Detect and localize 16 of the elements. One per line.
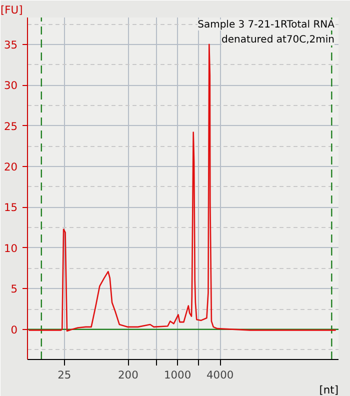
- text: denatured at70C,2min: [222, 34, 335, 46]
- y-tick-label: 25: [4, 120, 18, 133]
- y-tick-label: 10: [4, 242, 18, 255]
- x-axis-title: [nt]: [319, 384, 339, 396]
- y-tick-label: 30: [4, 79, 18, 92]
- x-tick-label: 4000: [206, 368, 234, 382]
- y-tick-label: 5: [10, 282, 18, 296]
- x-tick-label: 200: [118, 368, 139, 382]
- y-tick-label: 15: [4, 201, 18, 214]
- x-tick-label: 1000: [164, 368, 192, 382]
- y-tick-label: 0: [10, 323, 18, 336]
- y-tick-label: 35: [4, 38, 18, 52]
- x-tick-label: 25: [58, 368, 72, 382]
- chart-title: Sample 3 7-21-1RTotal RNA: [198, 20, 335, 30]
- y-axis-title: [FU]: [0, 4, 23, 16]
- y-tick-label: 20: [4, 160, 18, 174]
